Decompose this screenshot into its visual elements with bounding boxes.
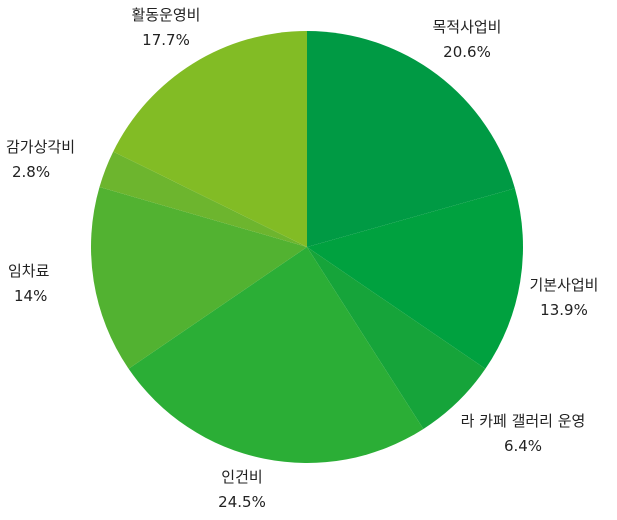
slice-label-name: 활동운영비 [131,6,200,24]
slice-labels: 목적사업비 20.6% 기본사업비 13.9% 라 카페 갤러리 운영 6.4% 인건비 24… [6,6,599,511]
pie-slice-2 [307,188,523,369]
pie-slice-7 [113,30,307,248]
slice-label-name: 임차료 [8,262,50,280]
slice-label-name: 목적사업비 [432,18,501,36]
slice-label-value: 17.7% [142,31,190,49]
pie-slice-5 [90,187,307,369]
slice-label-name: 인건비 [221,468,262,486]
pie-slice-1 [307,31,515,247]
slice-label-value: 13.9% [540,301,588,319]
slice-label-name: 라 카페 갤러리 운영 [461,412,586,430]
slice-label-value: 6.4% [504,437,542,455]
slice-label-name: 기본사업비 [529,276,598,294]
pie-slice-4 [128,247,424,463]
pie-slice-3 [307,247,486,429]
pie-slices [90,30,523,463]
slice-label-value: 2.8% [12,163,50,181]
slice-label-value: 24.5% [218,493,266,511]
pie-slice-6 [99,151,307,247]
slice-label-name: 감가상각비 [6,138,75,156]
slice-label-value: 20.6% [443,43,491,61]
slice-label-value: 14% [14,287,47,305]
